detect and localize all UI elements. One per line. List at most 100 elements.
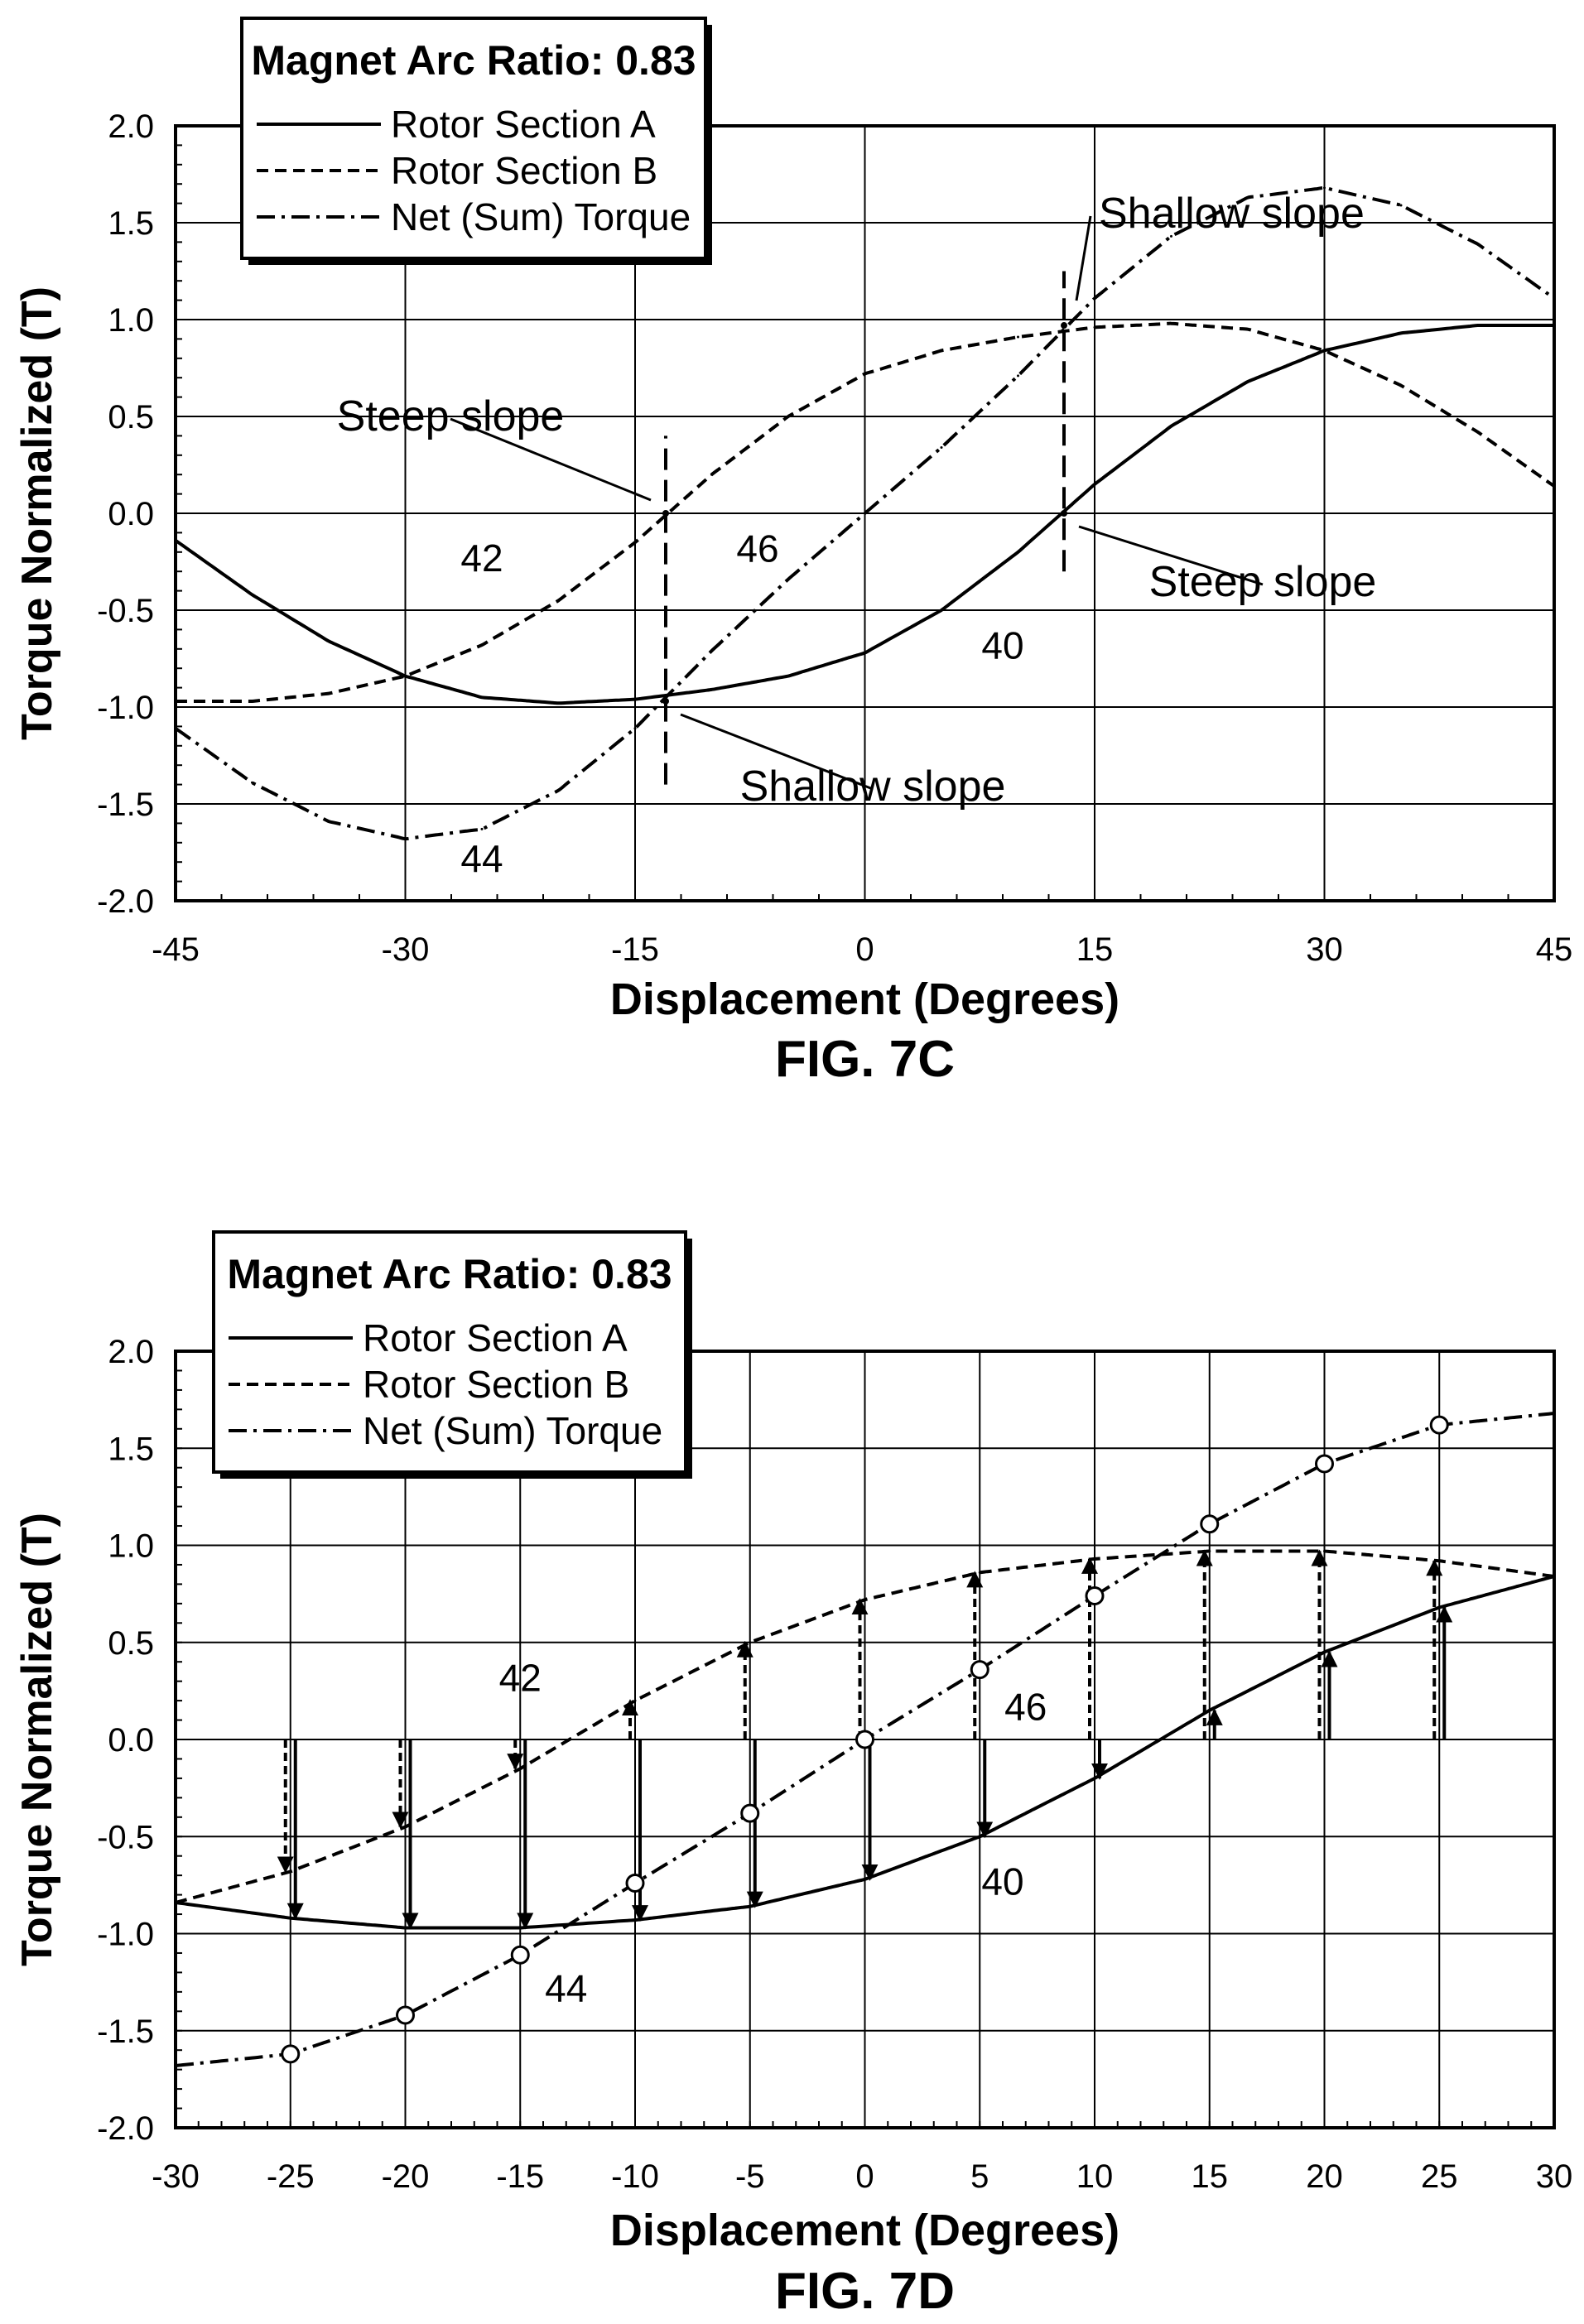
reference-numeral: 40 (981, 1860, 1023, 1903)
y-tick-label: -1.5 (97, 787, 154, 823)
legend-label-net-torque: Net (Sum) Torque (391, 195, 691, 238)
data-point-rotor-a (633, 698, 637, 701)
data-point-net-torque (251, 781, 253, 784)
data-point-rotor-b (251, 700, 253, 703)
data-point-net-torque (174, 727, 177, 730)
figure-caption: FIG. 7C (775, 1031, 955, 1088)
reference-numeral: 46 (1004, 1686, 1047, 1729)
data-point-net-torque (557, 789, 560, 792)
legend-box (212, 1230, 687, 1474)
figure-caption: FIG. 7D (775, 2263, 955, 2320)
data-point-rotor-a (1399, 331, 1403, 334)
net-torque-marker (1315, 1454, 1334, 1474)
data-point-rotor-b (1170, 322, 1172, 325)
data-point-net-torque (404, 837, 407, 840)
x-tick-label: -30 (152, 2158, 200, 2195)
reference-numeral: 42 (499, 1656, 542, 1699)
data-point-rotor-a (1170, 425, 1172, 428)
data-point-rotor-a (557, 701, 560, 705)
net-torque-marker (1085, 1585, 1105, 1605)
data-point-net-torque (480, 827, 484, 830)
net-torque-marker (740, 1803, 760, 1823)
x-tick-label: 5 (970, 2158, 989, 2195)
data-point-rotor-a (1437, 1606, 1441, 1609)
crossing-marker (662, 697, 669, 705)
data-point-rotor-b (787, 415, 790, 418)
data-point-net-torque (1017, 374, 1019, 378)
net-torque-marker (510, 1945, 530, 1965)
data-point-rotor-a (251, 593, 253, 596)
data-point-rotor-b (480, 643, 484, 647)
reference-numeral: 46 (736, 527, 778, 570)
y-axis-label: Torque Normalized (T) (13, 286, 61, 740)
data-point-rotor-b (710, 473, 713, 476)
y-tick-label: 0.0 (108, 1722, 154, 1759)
x-tick-label: 45 (1536, 931, 1573, 968)
x-tick-label: 0 (855, 2158, 874, 2195)
x-tick-label: 15 (1076, 931, 1114, 968)
net-torque-marker (625, 1874, 645, 1893)
reference-numeral: 42 (460, 536, 503, 580)
data-point-rotor-b (633, 541, 637, 544)
legend-label-rotor-b: Rotor Section B (391, 149, 657, 192)
data-point-rotor-a (940, 609, 943, 612)
x-tick-label: -15 (496, 2158, 544, 2195)
data-point-rotor-a (864, 1878, 866, 1881)
data-point-rotor-b (749, 1641, 752, 1644)
plot-frame (174, 124, 1556, 902)
y-tick-label: -1.0 (97, 690, 154, 726)
data-point-rotor-b (1437, 1559, 1441, 1562)
legend-label-rotor-a: Rotor Section A (363, 1316, 628, 1359)
net-torque-marker (855, 1730, 874, 1749)
data-point-net-torque (174, 2064, 177, 2067)
data-point-rotor-b (1093, 1557, 1096, 1561)
data-point-rotor-b (174, 700, 177, 703)
net-torque-marker (1200, 1514, 1220, 1534)
x-tick-label: 20 (1306, 2158, 1343, 2195)
chart-fig-7d: -30 -25 -20 -15 -10 -5 0 5 10 15 20 25 30 2.0 1.5 1.0 0.… (13, 1230, 1572, 2320)
y-tick-label: 0.0 (108, 496, 154, 532)
net-torque-marker (396, 2005, 415, 2025)
y-tick-label: 0.5 (108, 399, 154, 435)
y-tick-label: -0.5 (97, 593, 154, 629)
chart-fig-7c: -45 -30 -15 0 15 30 45 2.0 1.5 1.0 0.5 0.0 -0.5 -1.0 -… (13, 17, 1573, 1088)
legend-label-rotor-a: Rotor Section A (391, 103, 656, 146)
data-point-rotor-a (289, 1917, 292, 1920)
data-point-rotor-a (1476, 324, 1479, 327)
x-tick-label: 25 (1421, 2158, 1458, 2195)
data-point-net-torque (1553, 1412, 1556, 1415)
data-point-net-torque (633, 727, 637, 730)
data-point-rotor-a (174, 539, 177, 542)
data-point-net-torque (940, 445, 943, 449)
data-point-rotor-a (1093, 1777, 1096, 1780)
data-point-net-torque (1170, 234, 1172, 238)
data-point-rotor-b (1399, 384, 1403, 387)
data-point-net-torque (327, 820, 330, 823)
net-torque-marker (1429, 1415, 1449, 1435)
data-point-net-torque (1476, 243, 1479, 246)
data-point-rotor-a (327, 639, 330, 642)
y-tick-label: 2.0 (108, 1334, 154, 1370)
data-point-rotor-b (864, 1598, 866, 1601)
legend-label-rotor-b: Rotor Section B (363, 1363, 629, 1406)
data-point-rotor-a (787, 675, 790, 678)
data-point-net-torque (1399, 204, 1403, 207)
x-tick-label: 0 (855, 931, 874, 968)
data-point-rotor-a (1017, 551, 1019, 554)
data-point-rotor-a (1323, 1650, 1326, 1653)
y-tick-label: 1.0 (108, 1528, 154, 1565)
y-tick-label: 2.0 (108, 108, 154, 145)
annotation-leader (450, 417, 652, 502)
x-tick-label: -15 (611, 931, 659, 968)
data-point-rotor-a (710, 688, 713, 691)
data-point-rotor-b (1476, 431, 1479, 434)
y-tick-label: 1.0 (108, 302, 154, 339)
data-point-net-torque (1246, 196, 1249, 200)
data-point-net-torque (864, 512, 866, 515)
data-point-rotor-a (480, 695, 484, 699)
reference-numeral: 44 (545, 1967, 587, 2010)
x-axis-label: Displacement (Degrees) (610, 974, 1119, 1024)
y-tick-label: -2.0 (97, 2110, 154, 2147)
x-tick-label: -5 (735, 2158, 765, 2195)
data-point-rotor-b (404, 675, 407, 678)
